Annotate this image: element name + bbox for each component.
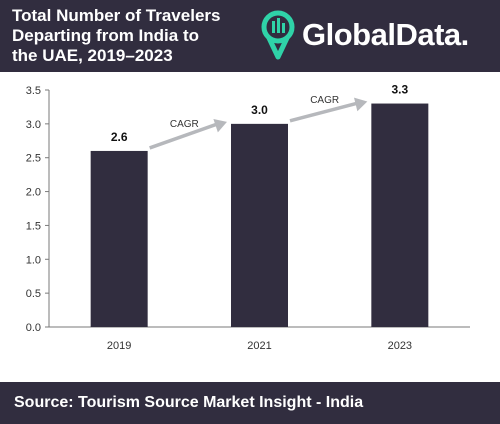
cagr-arrow-shaft [149, 121, 220, 150]
bar [90, 150, 148, 327]
y-tick-label: 0.5 [26, 288, 41, 300]
cagr-annotation: CAGR [170, 119, 199, 130]
footer-banner: Source: Tourism Source Market Insight - … [0, 382, 500, 424]
bar-value-label: 3.0 [251, 103, 268, 117]
bar [231, 123, 288, 327]
cagr-arrow-head [213, 119, 227, 133]
globaldata-pin-icon [261, 10, 295, 60]
cagr-arrow-head [353, 97, 368, 112]
header-banner: Total Number of Travelers Departing from… [0, 0, 500, 72]
y-tick-label: 2.0 [26, 187, 41, 199]
chart-title-line-2: Departing from India to [12, 26, 199, 45]
cagr-annotation: CAGR [310, 95, 339, 106]
label-layer: 2.6 2019 3.0 2021 3.3 2023 CAGR CAGR [107, 83, 412, 352]
bar [371, 103, 429, 328]
bar-value-label: 3.3 [391, 83, 408, 97]
x-tick-label: 2019 [107, 340, 131, 352]
chart-title-line-3: the UAE, 2019–2023 [12, 46, 173, 65]
chart-title-line-1: Total Number of Travelers [12, 6, 221, 25]
logo-text: GlobalData. [302, 17, 469, 52]
y-tick-label: 1.5 [26, 220, 41, 232]
y-tick-label: 3.5 [26, 85, 41, 97]
bar-chart: 0.0 0.5 1.0 1.5 2.0 2.5 3.0 3.5 2.6 2019 3.0 2021 3… [26, 83, 470, 352]
bar-value-label: 2.6 [111, 130, 128, 144]
y-tick-label: 0.0 [26, 322, 41, 334]
globaldata-logo: GlobalData. [258, 10, 490, 62]
y-tick-label: 2.5 [26, 153, 41, 165]
cagr-arrow-layer [149, 97, 368, 150]
x-tick-label: 2023 [388, 340, 412, 352]
y-tick-label: 1.0 [26, 254, 41, 266]
cagr-arrow-shaft [289, 101, 360, 123]
source-note: Source: Tourism Source Market Insight - … [14, 394, 364, 411]
x-tick-label: 2021 [247, 340, 271, 352]
bar-layer [90, 103, 429, 328]
chart-title: Total Number of Travelers Departing from… [12, 6, 252, 66]
y-tick-label: 3.0 [26, 119, 41, 131]
